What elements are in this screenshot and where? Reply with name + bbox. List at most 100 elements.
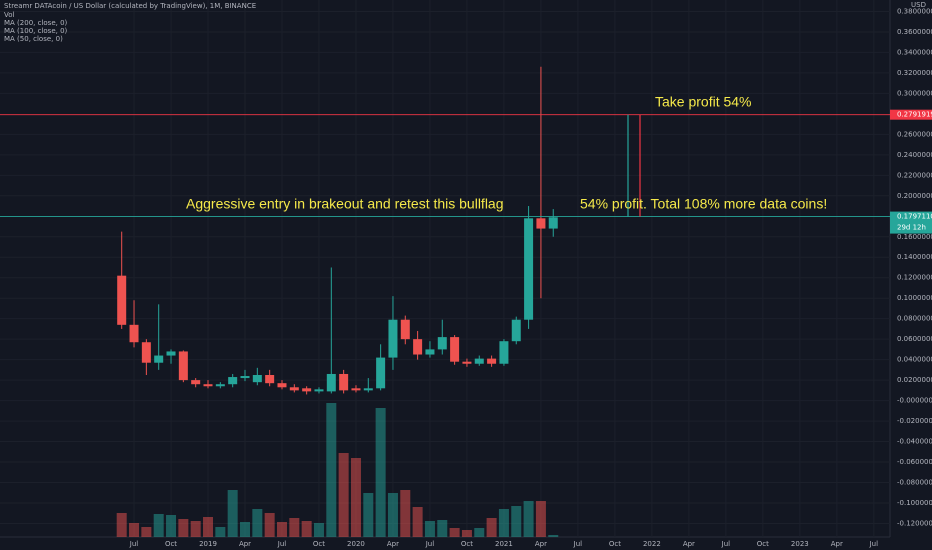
candle-body — [240, 376, 250, 379]
volume-bar — [387, 493, 398, 537]
candle-body — [252, 374, 262, 383]
indicator: Vol — [4, 11, 15, 19]
volume-bar — [190, 521, 201, 537]
volume-bar — [486, 518, 497, 537]
x-tick-label: Jul — [721, 540, 731, 548]
candle-body — [351, 388, 361, 391]
candle-body — [191, 380, 201, 385]
volume-bar — [178, 519, 189, 537]
volume-bar — [461, 530, 472, 537]
volume-bar — [338, 453, 349, 537]
x-tick-label: 2020 — [347, 540, 365, 548]
candle-body — [314, 389, 324, 392]
y-tick-label: 0.16000000 — [897, 233, 932, 241]
volume-bar — [350, 458, 361, 537]
candle-body — [154, 355, 164, 363]
volume-bar — [548, 535, 559, 537]
x-tick-label: Jul — [869, 540, 879, 548]
volume-bar — [227, 490, 238, 537]
y-tick-label: 0.12000000 — [897, 274, 932, 282]
x-tick-label: Oct — [313, 540, 325, 548]
annotation: Take profit 54% — [655, 94, 752, 110]
y-tick-label: -0.04000000 — [897, 438, 932, 446]
candle-body — [536, 218, 546, 229]
x-tick-label: Apr — [535, 540, 547, 548]
candle-body — [474, 358, 484, 364]
candle-body — [413, 339, 423, 355]
x-tick-label: Jul — [425, 540, 435, 548]
candle-body — [437, 337, 447, 350]
y-tick-label: 0.14000000 — [897, 253, 932, 261]
y-tick-label: 0.26000000 — [897, 130, 932, 138]
plot — [0, 66, 890, 537]
candle-body — [450, 337, 460, 362]
volume-bar — [437, 520, 448, 537]
candle-body — [388, 319, 398, 358]
candle-body — [178, 351, 188, 381]
y-tick-label: 0.22000000 — [897, 171, 932, 179]
volume-bar — [203, 517, 214, 537]
volume-bar — [511, 506, 522, 537]
candle-body — [166, 351, 176, 356]
x-tick-label: 2022 — [643, 540, 661, 548]
y-tick-label: -0.06000000 — [897, 458, 932, 466]
candle-body — [499, 341, 509, 364]
y-tick-label: 0.30000000 — [897, 89, 932, 97]
x-tick-label: Apr — [831, 540, 843, 548]
x-tick-label: Jul — [573, 540, 583, 548]
volume-bar — [400, 490, 411, 537]
x-tick-label: Apr — [239, 540, 251, 548]
y-tick-label: 0.38000000 — [897, 7, 932, 15]
level-note: 29d 12h — [897, 224, 926, 232]
candle-body — [326, 373, 336, 392]
volume-bar — [313, 523, 324, 537]
volume-bar — [215, 527, 226, 537]
volume-bar — [153, 514, 164, 537]
volume-bar — [424, 521, 435, 537]
candle-body — [117, 275, 127, 325]
y-tick-label: -0.02000000 — [897, 417, 932, 425]
candle-body — [487, 358, 497, 364]
x-tick-label: Oct — [165, 540, 177, 548]
volume-bar — [141, 527, 152, 537]
volume-bar — [116, 513, 127, 537]
x-tick-label: 2021 — [495, 540, 513, 548]
candle-body — [129, 324, 139, 343]
candle-body — [511, 319, 521, 342]
x-tick-label: Oct — [461, 540, 473, 548]
candle-body — [228, 377, 238, 385]
candle-body — [215, 384, 225, 387]
x-tick-label: Apr — [683, 540, 695, 548]
y-tick-label: 0.08000000 — [897, 315, 932, 323]
volume-bar — [449, 528, 460, 537]
x-tick-label: Apr — [387, 540, 399, 548]
y-tick-label: 0.04000000 — [897, 356, 932, 364]
volume-bar — [474, 528, 485, 537]
y-tick-label: -0.10000000 — [897, 499, 932, 507]
candle-body — [277, 383, 287, 388]
volume-bar — [498, 509, 509, 537]
annotation: Aggressive entry in brakeout and retest … — [186, 196, 504, 212]
level-label: 0.17971102 — [897, 213, 932, 221]
y-tick-label: -0.08000000 — [897, 479, 932, 487]
indicator: MA (200, close, 0) — [4, 19, 68, 27]
candle-body — [462, 361, 472, 364]
volume-bar — [276, 522, 287, 537]
y-tick-label: 0.06000000 — [897, 335, 932, 343]
volume-bar — [375, 408, 386, 537]
x-tick-label: 2019 — [199, 540, 217, 548]
x-tick-label: Jul — [277, 540, 287, 548]
volume-bar — [326, 403, 337, 537]
candle-body — [141, 342, 151, 363]
candle-body — [302, 388, 312, 392]
candle-body — [376, 357, 386, 389]
level-tag — [890, 211, 932, 234]
volume-bar — [166, 515, 177, 537]
volume-bar — [301, 521, 312, 537]
candle-body — [203, 384, 213, 387]
x-tick-label: Oct — [757, 540, 769, 548]
volume-bar — [289, 518, 300, 537]
x-tick-label: 2023 — [791, 540, 809, 548]
